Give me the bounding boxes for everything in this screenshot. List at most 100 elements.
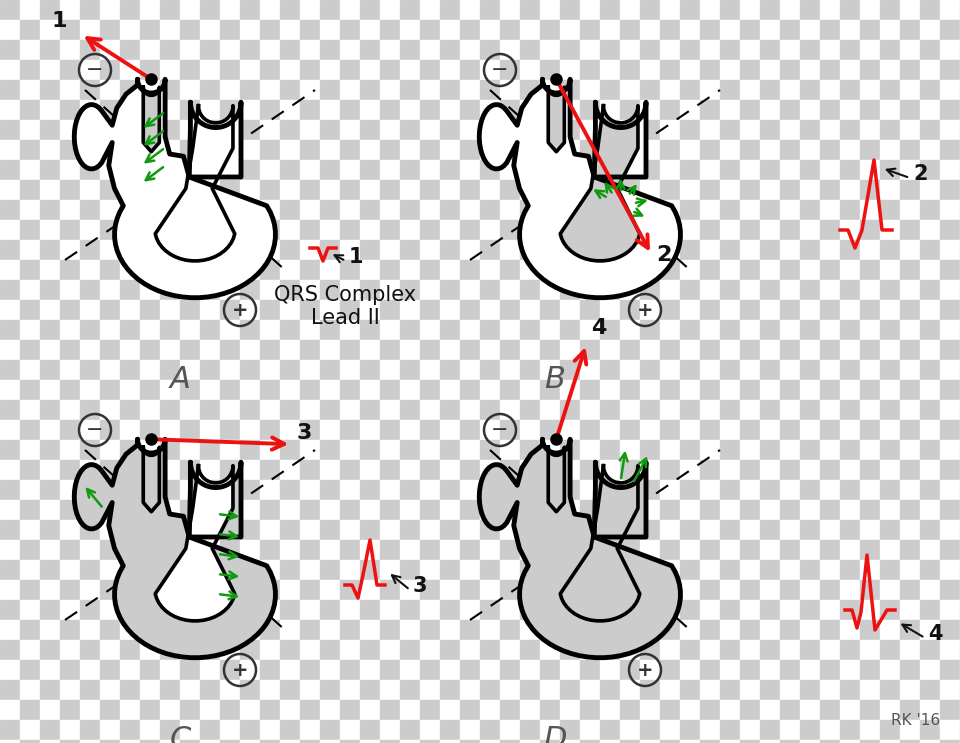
Bar [460,40,480,60]
Bar [940,140,960,160]
Bar [20,160,40,180]
Bar [700,280,720,300]
Bar [40,400,60,420]
Bar [320,160,340,180]
Bar [640,200,660,220]
Bar [320,520,340,540]
Bar [220,280,240,300]
Bar [480,20,500,40]
Bar [880,100,900,120]
Bar [240,320,260,340]
Bar [920,320,940,340]
Bar [300,580,320,600]
Bar [800,720,820,740]
Bar [300,100,320,120]
Bar [440,360,460,380]
Bar [280,280,300,300]
Bar [880,400,900,420]
Bar [20,60,40,80]
Bar [300,720,320,740]
Bar [900,320,920,340]
Bar [60,20,80,40]
Bar [860,660,880,680]
Bar [380,180,400,200]
Bar [220,100,240,120]
Bar [180,640,200,660]
Bar [880,540,900,560]
Bar [60,320,80,340]
Bar [240,560,260,580]
Bar [240,400,260,420]
Bar [520,560,540,580]
Bar [680,100,700,120]
Bar [420,660,440,680]
Bar [920,240,940,260]
Bar [420,240,440,260]
Polygon shape [74,80,276,298]
Bar [180,320,200,340]
Bar [620,620,640,640]
Bar [220,200,240,220]
Bar [0,120,20,140]
Bar [320,200,340,220]
Bar [900,740,920,743]
Bar [760,320,780,340]
Bar [900,680,920,700]
Bar [260,380,280,400]
Bar [20,380,40,400]
Bar [400,200,420,220]
Bar [820,280,840,300]
Bar [560,360,580,380]
Bar [100,480,120,500]
Bar [240,500,260,520]
Bar [260,520,280,540]
Bar [0,660,20,680]
Bar [80,280,100,300]
Bar [500,560,520,580]
Bar [860,180,880,200]
Bar [520,580,540,600]
Bar [840,520,860,540]
Bar [340,320,360,340]
Bar [760,280,780,300]
Bar [300,520,320,540]
Bar [20,740,40,743]
Bar [540,380,560,400]
Bar [540,440,560,460]
Bar [820,0,840,20]
Bar [100,580,120,600]
Bar [360,240,380,260]
Bar [760,240,780,260]
Bar [760,100,780,120]
Bar [780,440,800,460]
Bar [160,440,180,460]
Bar [520,400,540,420]
Bar [100,260,120,280]
Bar [300,60,320,80]
Bar [700,0,720,20]
Bar [360,380,380,400]
Bar [60,720,80,740]
Bar [900,100,920,120]
Bar [560,500,580,520]
Bar [40,620,60,640]
Bar [620,300,640,320]
Bar [0,0,20,20]
Bar [720,740,740,743]
Bar [640,600,660,620]
Bar [240,600,260,620]
Bar [680,620,700,640]
Bar [240,140,260,160]
Bar [860,80,880,100]
Bar [840,360,860,380]
Bar [760,200,780,220]
Bar [900,20,920,40]
Bar [380,520,400,540]
Bar [160,120,180,140]
Bar [20,100,40,120]
Bar [300,540,320,560]
Bar [760,40,780,60]
Bar [780,660,800,680]
Bar [520,0,540,20]
Bar [340,40,360,60]
